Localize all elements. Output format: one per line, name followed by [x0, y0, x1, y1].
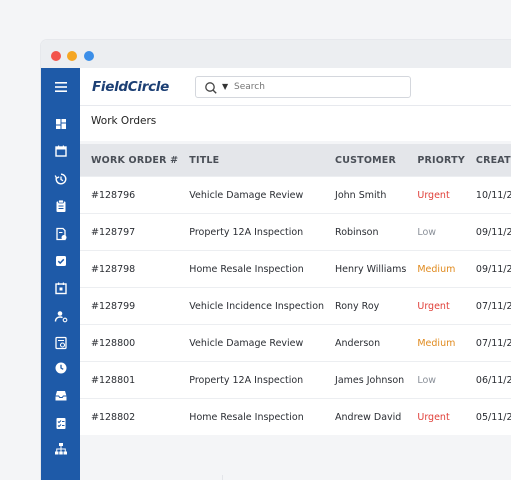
app-window: FieldCircle ▼ Work Orders WORK ORDER # T…: [41, 40, 511, 480]
work-order-id[interactable]: #128802: [80, 398, 179, 435]
app-logo[interactable]: FieldCircle: [92, 79, 169, 95]
table-row[interactable]: #128797 Property 12A Inspection Robinson…: [80, 213, 511, 251]
work-order-id[interactable]: #128797: [80, 213, 179, 251]
table-row[interactable]: #128799 Vehicle Incidence Inspection Ron…: [80, 287, 511, 325]
created-date: 09/11/2020, 02: [464, 250, 511, 288]
customer-name: Henry Williams: [324, 250, 407, 288]
work-order-title: Property 12A Inspection: [178, 361, 325, 399]
priority-badge: Medium: [406, 324, 465, 362]
work-order-title: Home Resale Inspection: [178, 398, 325, 435]
page-header: Work Orders: [80, 106, 511, 140]
chevron-down-icon[interactable]: ▼: [222, 82, 229, 91]
column-divider: [222, 475, 223, 480]
created-date: 05/11/2020, 04: [464, 398, 511, 435]
table-header-row: WORK ORDER # TITLE CUSTOMER PRIORTY CREA…: [80, 144, 511, 177]
priority-badge: Low: [406, 213, 465, 251]
work-order-id[interactable]: #128796: [80, 176, 179, 214]
work-order-title: Vehicle Damage Review: [178, 324, 325, 362]
priority-badge: Low: [406, 361, 465, 399]
priority-badge: Urgent: [406, 398, 465, 435]
work-order-title: Vehicle Damage Review: [178, 176, 325, 214]
work-order-title: Property 12A Inspection: [178, 213, 325, 251]
table-row[interactable]: #128802 Home Resale Inspection Andrew Da…: [80, 398, 511, 435]
clipboard-icon[interactable]: [54, 199, 68, 213]
customer-name: Rony Roy: [324, 287, 407, 325]
content-area: WORK ORDER # TITLE CUSTOMER PRIORTY CREA…: [80, 141, 511, 480]
created-date: 07/11/2020, 11:: [464, 287, 511, 325]
close-window-button[interactable]: [51, 51, 61, 61]
priority-badge: Urgent: [406, 287, 465, 325]
search-input[interactable]: [234, 79, 404, 95]
search-icon[interactable]: [204, 80, 218, 94]
maximize-window-button[interactable]: [84, 51, 94, 61]
created-date: 09/11/2020, 12: [464, 213, 511, 251]
page-title: Work Orders: [91, 115, 157, 127]
column-header-customer[interactable]: CUSTOMER: [324, 144, 407, 177]
customer-name: Anderson: [324, 324, 407, 362]
checklist-icon[interactable]: [54, 416, 68, 430]
sidebar: [41, 68, 80, 480]
search-box[interactable]: ▼: [195, 76, 411, 98]
dashboard-icon[interactable]: [54, 117, 68, 131]
calendar-icon[interactable]: [54, 144, 68, 158]
customer-name: Andrew David: [324, 398, 407, 435]
inbox-icon[interactable]: [54, 388, 68, 402]
table-row[interactable]: #128801 Property 12A Inspection James Jo…: [80, 361, 511, 399]
sitemap-icon[interactable]: [54, 442, 68, 456]
column-header-created-date[interactable]: CREATED DAT: [464, 144, 511, 177]
schedule-icon[interactable]: [54, 281, 68, 295]
customer-name: James Johnson: [324, 361, 407, 399]
column-header-work-order[interactable]: WORK ORDER #: [80, 144, 179, 177]
minimize-window-button[interactable]: [67, 51, 77, 61]
column-header-priority[interactable]: PRIORTY: [406, 144, 465, 177]
work-order-id[interactable]: #128800: [80, 324, 179, 362]
window-titlebar: [41, 40, 511, 68]
customer-name: Robinson: [324, 213, 407, 251]
table-row[interactable]: #128796 Vehicle Damage Review John Smith…: [80, 176, 511, 214]
work-orders-table: WORK ORDER # TITLE CUSTOMER PRIORTY CREA…: [80, 144, 511, 435]
menu-icon[interactable]: [54, 80, 68, 94]
user-settings-icon[interactable]: [54, 309, 68, 323]
history-icon[interactable]: [54, 172, 68, 186]
table-footer-area: [80, 475, 511, 480]
priority-badge: Medium: [406, 250, 465, 288]
column-header-title[interactable]: TITLE: [178, 144, 325, 177]
created-date: 10/11/2020, 10: [464, 176, 511, 214]
work-order-title: Home Resale Inspection: [178, 250, 325, 288]
work-order-title: Vehicle Incidence Inspection: [178, 287, 325, 325]
report-icon[interactable]: [54, 336, 68, 350]
work-order-id[interactable]: #128798: [80, 250, 179, 288]
customer-name: John Smith: [324, 176, 407, 214]
checkbox-icon[interactable]: [54, 254, 68, 268]
priority-badge: Urgent: [406, 176, 465, 214]
created-date: 06/11/2020, 10: [464, 361, 511, 399]
work-order-id[interactable]: #128799: [80, 287, 179, 325]
top-bar: FieldCircle ▼: [80, 68, 511, 106]
table-row[interactable]: #128800 Vehicle Damage Review Anderson M…: [80, 324, 511, 362]
clock-icon[interactable]: [54, 361, 68, 375]
invoice-icon[interactable]: [54, 227, 68, 241]
work-order-id[interactable]: #128801: [80, 361, 179, 399]
created-date: 07/11/2020, 03: [464, 324, 511, 362]
table-row[interactable]: #128798 Home Resale Inspection Henry Wil…: [80, 250, 511, 288]
